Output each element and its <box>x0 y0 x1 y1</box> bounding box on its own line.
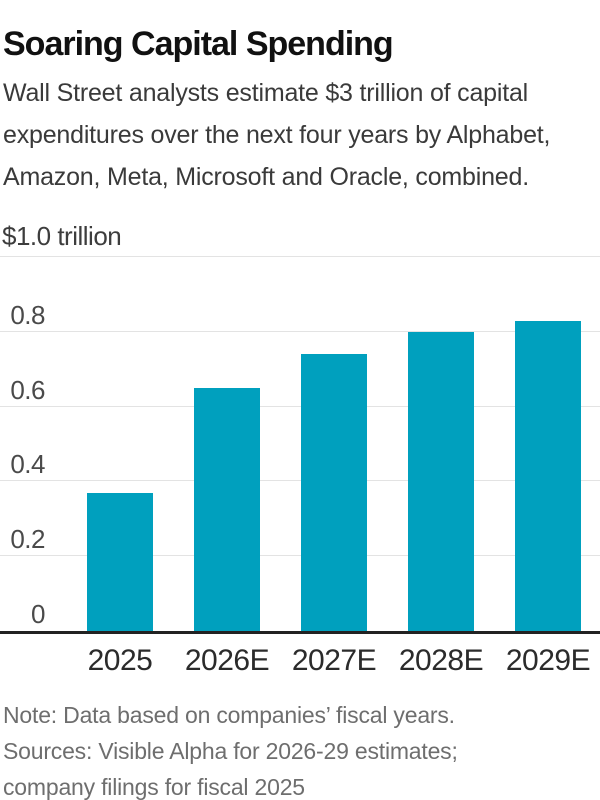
bar-2029E <box>515 320 581 631</box>
x-axis-label-2026E: 2026E <box>184 644 270 677</box>
gridline <box>0 330 600 332</box>
y-tick-label: 0.4 <box>10 449 45 480</box>
x-axis-label-2028E: 2028E <box>398 644 484 677</box>
x-axis-labels: 2025 2026E 2027E 2028E 2029E <box>0 644 600 682</box>
y-tick-label: 0.6 <box>10 374 45 405</box>
plot-area: 0.8 0.6 0.4 0.2 0 <box>0 256 600 634</box>
y-axis-unit-label: $1.0 trillion <box>2 221 122 251</box>
chart-subtitle: Wall Street analysts estimate $3 trillio… <box>3 79 551 191</box>
gridline <box>0 256 600 257</box>
bar-2025 <box>87 492 153 631</box>
chart-title: Soaring Capital Spending <box>3 24 394 63</box>
bar-2027E <box>301 354 367 631</box>
gridline <box>0 480 600 482</box>
y-tick-label: 0.2 <box>10 524 45 555</box>
y-tick-label: 0 <box>31 599 45 629</box>
gridline <box>0 405 600 407</box>
x-axis-line <box>0 631 600 634</box>
x-axis-label-2027E: 2027E <box>291 644 377 677</box>
x-axis-label-2025: 2025 <box>87 644 153 677</box>
bar-2028E <box>408 331 474 631</box>
note-text: Note: Data based on companies’ fiscal ye… <box>3 702 455 728</box>
bar-2026E <box>194 387 260 631</box>
sources-text: Sources: Visible Alpha for 2026-29 estim… <box>3 738 458 800</box>
gridline <box>0 555 600 557</box>
footnote-block: Note: Data based on companies’ fiscal ye… <box>3 697 548 800</box>
y-tick-label: 0.8 <box>10 299 45 330</box>
x-axis-label-2029E: 2029E <box>505 644 591 677</box>
